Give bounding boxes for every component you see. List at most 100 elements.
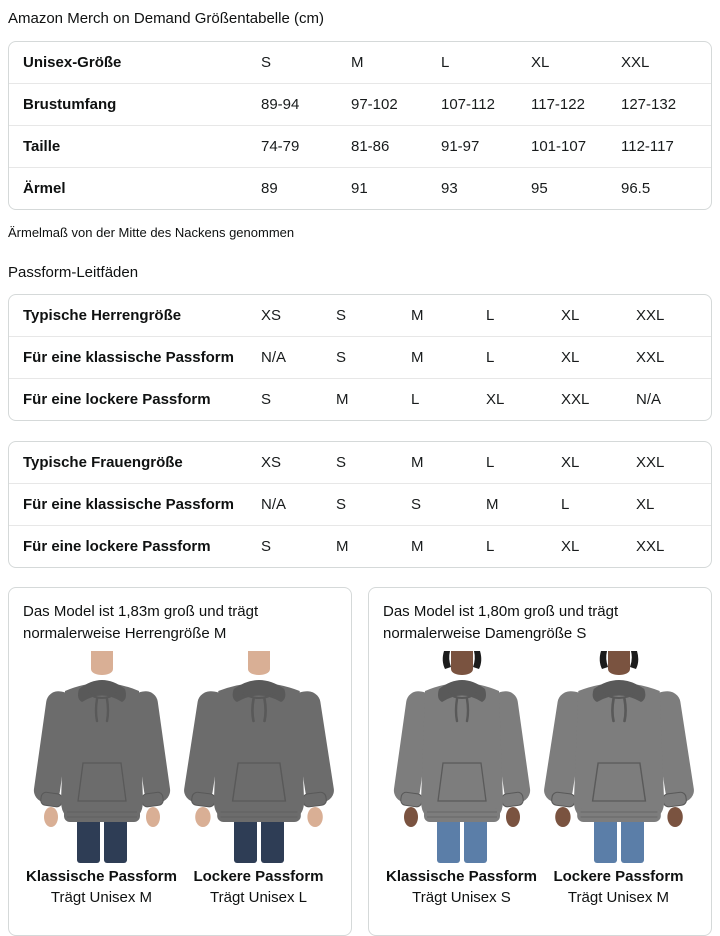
size-cell: 93 xyxy=(441,180,458,197)
fit-label: Lockere Passform xyxy=(193,867,324,885)
size-cell: N/A xyxy=(261,349,287,366)
table-row: Ärmel 89 91 93 95 96.5 xyxy=(9,167,711,209)
size-cell: S xyxy=(336,454,347,471)
size-cell: 112-117 xyxy=(621,138,674,155)
page-title: Amazon Merch on Demand Größentabelle (cm… xyxy=(8,10,324,27)
row-label: Für eine klassische Passform xyxy=(23,349,234,366)
size-cell: S xyxy=(261,538,272,555)
model-figure-loose: Lockere Passform Trägt Unisex L xyxy=(180,650,337,906)
size-cell: XXL xyxy=(636,538,665,555)
fit-label: Lockere Passform xyxy=(553,867,684,885)
size-cell: XS xyxy=(261,454,282,471)
size-cell: S xyxy=(411,496,422,513)
female-loose-fit-photo xyxy=(543,650,694,863)
figure-row: Klassische Passform Trägt Unisex M xyxy=(23,650,337,906)
size-cell: M xyxy=(336,538,349,555)
row-label: Typische Frauengröße xyxy=(23,454,183,471)
male-loose-fit-photo xyxy=(183,650,334,863)
size-cell: M xyxy=(411,538,424,555)
row-label: Brustumfang xyxy=(23,96,117,113)
size-cell: S xyxy=(336,496,347,513)
size-cell: XL xyxy=(561,349,580,366)
unisex-size-table: Unisex-Größe S M L XL XXL Brustumfang 89-94 97-1… xyxy=(8,41,712,210)
size-cell: L xyxy=(486,349,495,366)
mens-fit-table: Typische Herrengröße XS S M L XL XXL Für eine k… xyxy=(8,294,712,421)
male-classic-fit-photo xyxy=(26,650,177,863)
size-cell: 91 xyxy=(351,180,368,197)
model-figure-classic: Klassische Passform Trägt Unisex M xyxy=(23,650,180,906)
size-cell: S xyxy=(261,54,272,71)
model-description: Das Model ist 1,80m groß und trägt norma… xyxy=(383,603,619,642)
size-cell: N/A xyxy=(636,391,662,408)
size-cell: M xyxy=(411,349,424,366)
size-cell: XXL xyxy=(561,391,590,408)
size-cell: S xyxy=(336,349,347,366)
size-cell: XXL xyxy=(636,454,665,471)
size-cell: 107-112 xyxy=(441,96,495,113)
size-cell: N/A xyxy=(261,496,287,513)
size-cell: M xyxy=(411,454,424,471)
size-cell: XL xyxy=(486,391,505,408)
size-cell: L xyxy=(486,454,495,471)
row-label: Für eine lockere Passform xyxy=(23,538,211,555)
table-row: Brustumfang 89-94 97-102 107-112 117-122 127-… xyxy=(9,83,711,125)
size-cell: L xyxy=(561,496,570,513)
size-cell: XL xyxy=(561,454,580,471)
table-row: Für eine lockere Passform S M M L XL XXL xyxy=(9,525,711,567)
size-cell: 97-102 xyxy=(351,96,398,113)
table-header-row: Unisex-Größe S M L XL XXL xyxy=(9,42,711,83)
size-worn-label: Trägt Unisex M xyxy=(50,888,153,906)
size-cell: 117-122 xyxy=(531,96,585,113)
womens-fit-table: Typische Frauengröße XS S M L XL XXL Für eine k… xyxy=(8,441,712,568)
size-worn-label: Trägt Unisex L xyxy=(210,888,307,906)
size-cell: S xyxy=(336,307,347,324)
model-figure-loose: Lockere Passform Trägt Unisex M xyxy=(540,650,697,906)
size-cell: XXL xyxy=(621,54,650,71)
size-cell: XL xyxy=(531,54,550,71)
table-row: Typische Frauengröße XS S M L XL XXL xyxy=(9,442,711,483)
size-cell: M xyxy=(411,307,424,324)
model-description: Das Model ist 1,83m groß und trägt norma… xyxy=(23,603,259,642)
row-label: Für eine lockere Passform xyxy=(23,391,211,408)
size-worn-label: Trägt Unisex M xyxy=(567,888,670,906)
size-cell: M xyxy=(336,391,349,408)
table-row: Für eine klassische Passform N/A S S M L XL xyxy=(9,483,711,525)
size-cell: 95 xyxy=(531,180,548,197)
size-cell: L xyxy=(441,54,450,71)
sleeve-measure-note: Ärmelmaß von der Mitte des Nackens genom… xyxy=(8,225,295,240)
row-label: Für eine klassische Passform xyxy=(23,496,234,513)
size-cell: XL xyxy=(636,496,655,513)
size-cell: XXL xyxy=(636,349,665,366)
row-label: Taille xyxy=(23,138,61,155)
size-cell: L xyxy=(486,538,495,555)
size-cell: M xyxy=(351,54,364,71)
male-model-card: Das Model ist 1,83m groß und trägt norma… xyxy=(8,587,352,936)
size-cell: XXL xyxy=(636,307,665,324)
size-cell: 74-79 xyxy=(261,138,300,155)
table-row: Für eine lockere Passform S M L XL XXL N/A xyxy=(9,378,711,420)
size-worn-label: Trägt Unisex S xyxy=(412,888,511,906)
row-label: Ärmel xyxy=(23,180,66,197)
fit-label: Klassische Passform xyxy=(26,867,177,885)
table-row: Typische Herrengröße XS S M L XL XXL xyxy=(9,295,711,336)
size-cell: L xyxy=(486,307,495,324)
size-cell: 96.5 xyxy=(621,180,651,197)
size-cell: XS xyxy=(261,307,282,324)
table-row: Taille 74-79 81-86 91-97 101-107 112-117 xyxy=(9,125,711,167)
model-figure-classic: Klassische Passform Trägt Unisex S xyxy=(383,650,540,906)
size-cell: 89-94 xyxy=(261,96,300,113)
row-label: Unisex-Größe xyxy=(23,54,122,71)
size-cell: 127-132 xyxy=(621,96,677,113)
female-classic-fit-photo xyxy=(386,650,537,863)
size-cell: 89 xyxy=(261,180,278,197)
size-cell: 81-86 xyxy=(351,138,390,155)
size-cell: 91-97 xyxy=(441,138,480,155)
female-model-card: Das Model ist 1,80m groß und trägt norma… xyxy=(368,587,712,936)
size-cell: XL xyxy=(561,538,580,555)
fit-label: Klassische Passform xyxy=(386,867,537,885)
table-row: Für eine klassische Passform N/A S M L XL XXL xyxy=(9,336,711,378)
size-cell: M xyxy=(486,496,499,513)
row-label: Typische Herrengröße xyxy=(23,307,182,324)
model-cards: Das Model ist 1,83m groß und trägt norma… xyxy=(8,587,712,936)
